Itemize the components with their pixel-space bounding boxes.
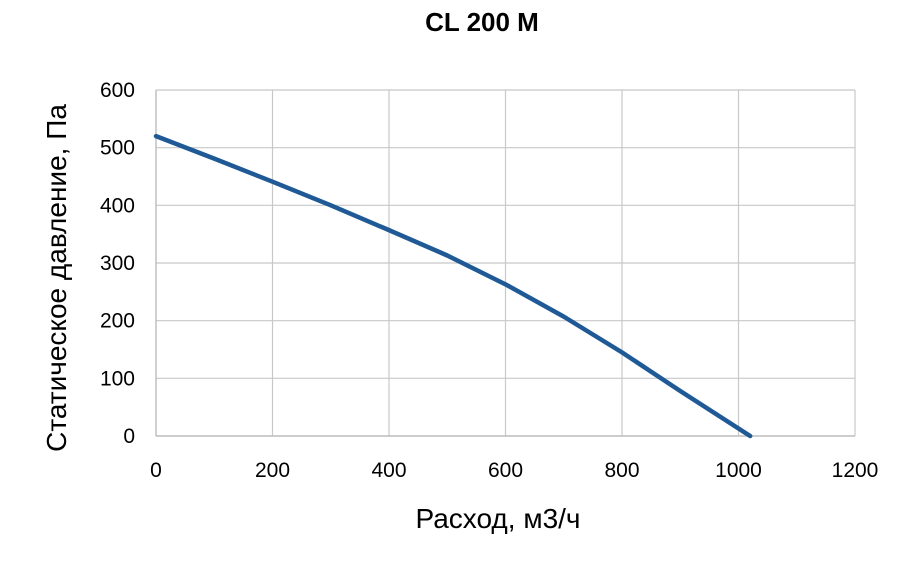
tick-labels: 0 200 400 600 800 1000 1200 0 100 200 300 400 500 600 (100, 79, 878, 482)
y-tick-label: 600 (100, 79, 135, 102)
y-tick-label: 0 (123, 425, 135, 448)
y-tick-label: 200 (100, 310, 135, 333)
x-tick-label: 800 (604, 459, 639, 482)
x-axis-label: Расход, м3/ч (415, 503, 580, 534)
chart-title: CL 200 M (425, 7, 539, 37)
x-tick-label: 400 (371, 459, 406, 482)
x-tick-label: 1200 (832, 459, 879, 482)
x-tick-label: 600 (488, 459, 523, 482)
y-tick-label: 300 (100, 252, 135, 275)
grid (155, 89, 856, 437)
axes (155, 90, 855, 437)
series-line (153, 133, 753, 439)
x-tick-label: 200 (255, 459, 290, 482)
x-tick-label: 1000 (715, 459, 762, 482)
y-axis-label: Статическое давление, Па (41, 104, 72, 452)
y-tick-label: 400 (100, 194, 135, 217)
x-tick-label: 0 (150, 459, 162, 482)
y-tick-label: 500 (100, 137, 135, 160)
series (153, 133, 753, 439)
y-tick-label: 100 (100, 367, 135, 390)
